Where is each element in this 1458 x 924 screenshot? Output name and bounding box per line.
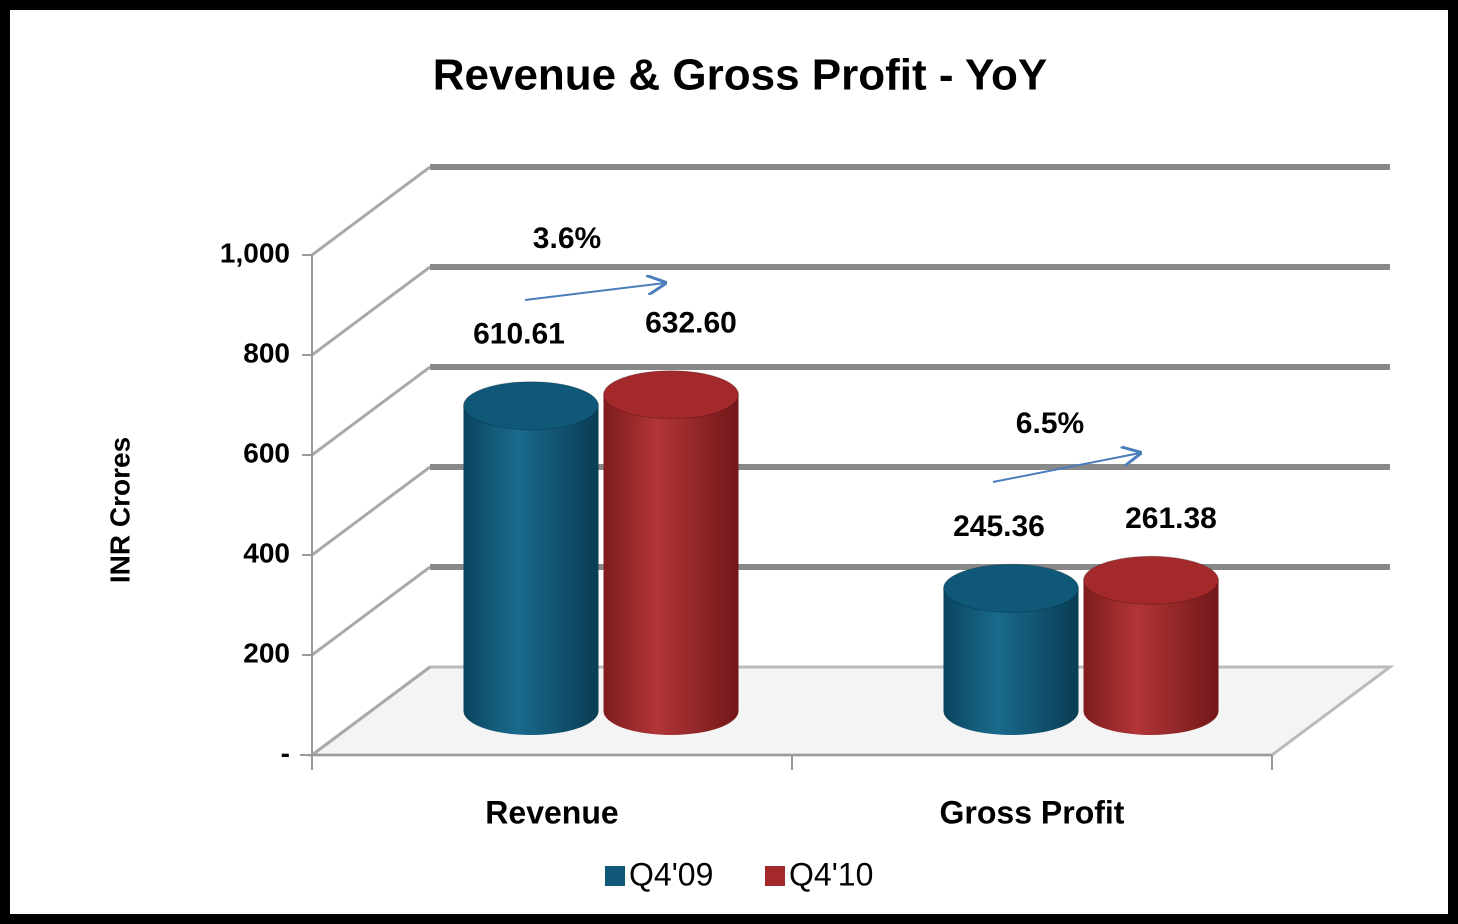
side-grid-line — [311, 365, 431, 457]
side-grid-line — [311, 665, 431, 757]
bar — [603, 394, 739, 735]
chart-title: Revenue & Gross Profit - YoY — [433, 51, 1048, 100]
y-tick-label: 600 — [243, 437, 290, 468]
annotation: 3.6% — [533, 222, 601, 255]
bar-top — [943, 563, 1079, 613]
x-tick-label: Revenue — [485, 794, 618, 830]
side-grid-line — [311, 165, 431, 257]
y-tick-label: 200 — [243, 637, 290, 668]
value-label: 632.60 — [645, 307, 737, 340]
bar — [1083, 580, 1219, 735]
side-grid-line — [311, 465, 431, 557]
y-tick-label: 800 — [243, 337, 290, 368]
bar-top — [603, 370, 739, 420]
value-label: 610.61 — [473, 318, 565, 351]
side-grid-line — [311, 565, 431, 657]
value-label: 245.36 — [953, 510, 1045, 543]
y-axis-label: INR Crores — [104, 437, 135, 583]
legend-swatch — [765, 866, 785, 886]
legend-label: Q4'10 — [789, 856, 873, 892]
bar-top — [463, 381, 599, 431]
legend-label: Q4'09 — [629, 856, 713, 892]
value-label: 261.38 — [1125, 502, 1217, 535]
annotation: 6.5% — [1016, 407, 1084, 440]
y-tick-label: 1,000 — [220, 237, 290, 268]
growth-arrow — [992, 453, 1140, 483]
growth-arrow — [524, 283, 665, 301]
y-tick-label: - — [281, 737, 290, 768]
legend-swatch — [605, 866, 625, 886]
y-tick-label: 400 — [243, 537, 290, 568]
bar — [463, 405, 599, 735]
side-grid-line — [311, 265, 431, 357]
bar-top — [1083, 555, 1219, 605]
x-tick-label: Gross Profit — [940, 794, 1125, 830]
bar — [943, 588, 1079, 735]
